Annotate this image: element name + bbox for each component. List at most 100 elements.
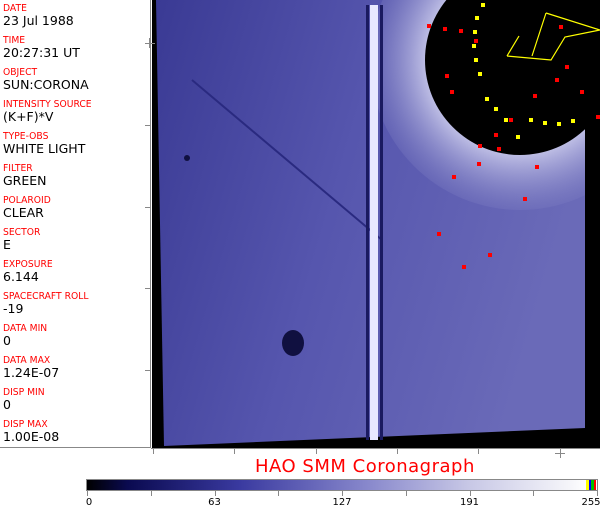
red-marker <box>462 265 466 269</box>
yellow-marker <box>478 72 482 76</box>
colorbar-tick <box>150 491 152 496</box>
field-label: DATA MAX <box>3 355 51 366</box>
field-filter: FILTER GREEN <box>3 163 47 188</box>
field-value: 20:27:31 UT <box>3 45 80 60</box>
colorbar-tick-label: 127 <box>332 497 352 508</box>
field-value: E <box>3 237 11 252</box>
red-marker <box>443 27 447 31</box>
pylon-line <box>370 5 378 440</box>
colorbar-tick-label: 255 <box>581 497 600 508</box>
colorbar-special-color <box>591 480 594 490</box>
colorbar-tick <box>533 491 535 496</box>
yellow-marker <box>516 135 520 139</box>
red-marker <box>478 144 482 148</box>
red-marker <box>474 39 478 43</box>
red-marker <box>445 74 449 78</box>
red-marker <box>452 175 456 179</box>
colorbar-tick <box>469 491 471 496</box>
field-value: 23 Jul 1988 <box>3 13 74 28</box>
yellow-marker <box>494 107 498 111</box>
field-label: DISP MIN <box>3 387 45 398</box>
field-value: GREEN <box>3 173 47 188</box>
field-type-obs: TYPE-OBS WHITE LIGHT <box>3 131 85 156</box>
red-marker <box>497 147 501 151</box>
field-label: EXPOSURE <box>3 259 53 270</box>
colorbar-tick <box>597 491 598 496</box>
field-data-max: DATA MAX 1.24E-07 <box>3 355 59 380</box>
field-value: CLEAR <box>3 205 44 220</box>
field-data-min: DATA MIN 0 <box>3 323 51 348</box>
field-sector: SECTOR E <box>3 227 44 252</box>
red-marker <box>580 90 584 94</box>
field-label: SECTOR <box>3 227 41 238</box>
colorbar-special-color <box>588 480 591 490</box>
header-info-panel: DATE 23 Jul 1988 TIME 20:27:31 UT OBJECT SUN:… <box>0 0 151 448</box>
field-label: TIME <box>3 35 26 46</box>
red-marker <box>555 78 559 82</box>
yellow-marker <box>557 122 561 126</box>
field-value: SUN:CORONA <box>3 77 89 92</box>
red-marker <box>427 24 431 28</box>
field-label: POLAROID <box>3 195 51 206</box>
red-marker <box>437 232 441 236</box>
image-title: HAO SMM Coronagraph <box>255 456 475 477</box>
red-marker <box>523 197 527 201</box>
red-marker <box>535 165 539 169</box>
field-date: DATE 23 Jul 1988 <box>3 3 74 28</box>
occulter-disk <box>425 0 600 155</box>
colorbar-tick <box>214 491 216 496</box>
yellow-marker <box>472 44 476 48</box>
colorbar-tick <box>342 491 343 496</box>
field-label: TYPE-OBS <box>3 131 49 142</box>
field-label: DISP MAX <box>3 419 48 430</box>
yellow-marker <box>475 16 479 20</box>
dust-spot <box>282 330 304 356</box>
colorbar-tick-label: 0 <box>85 497 93 508</box>
streak <box>191 79 383 241</box>
field-value: 0 <box>3 333 11 348</box>
field-value: 0 <box>3 397 11 412</box>
field-value: 1.24E-07 <box>3 365 60 380</box>
axis-tick <box>145 288 151 289</box>
coronagraph-image[interactable] <box>152 0 600 448</box>
red-marker <box>477 162 481 166</box>
red-marker <box>494 133 498 137</box>
field-label: SPACECRAFT ROLL <box>3 291 89 302</box>
field-exposure: EXPOSURE 6.144 <box>3 259 57 284</box>
colorbar-tick <box>278 491 280 496</box>
axis-tick <box>145 207 151 208</box>
axis-tick <box>145 43 155 44</box>
red-marker <box>559 25 563 29</box>
yellow-marker <box>485 97 489 101</box>
field-disp-min: DISP MIN 0 <box>3 387 48 412</box>
yellow-marker <box>529 118 533 122</box>
yellow-marker <box>481 3 485 7</box>
red-marker <box>450 90 454 94</box>
pointer-outline <box>506 12 600 61</box>
field-time: TIME 20:27:31 UT <box>3 35 80 60</box>
field-spacecraft-roll: SPACECRAFT ROLL -19 <box>3 291 96 316</box>
field-label: DATA MIN <box>3 323 48 334</box>
colorbar-special-color <box>586 480 589 490</box>
field-label: FILTER <box>3 163 33 174</box>
field-intensity-source: INTENSITY SOURCE (K+F)*V <box>3 99 99 124</box>
yellow-marker <box>543 121 547 125</box>
yellow-marker <box>473 30 477 34</box>
colorbar-tick-label: 191 <box>459 497 480 508</box>
red-marker <box>509 118 513 122</box>
yellow-marker <box>571 119 575 123</box>
field-polaroid: POLAROID CLEAR <box>3 195 55 220</box>
colorbar-special-color <box>593 480 596 490</box>
field-value: -19 <box>3 301 24 316</box>
red-marker <box>533 94 537 98</box>
field-label: DATE <box>3 3 27 14</box>
colorbar-tick <box>87 491 88 496</box>
axis-tick <box>145 370 151 371</box>
field-label: OBJECT <box>3 67 38 78</box>
axis-tick <box>145 125 151 126</box>
axis-tick <box>149 38 150 48</box>
yellow-marker <box>474 58 478 62</box>
colorbar-tick <box>405 491 407 496</box>
field-object: OBJECT SUN:CORONA <box>3 67 89 92</box>
red-marker <box>488 253 492 257</box>
